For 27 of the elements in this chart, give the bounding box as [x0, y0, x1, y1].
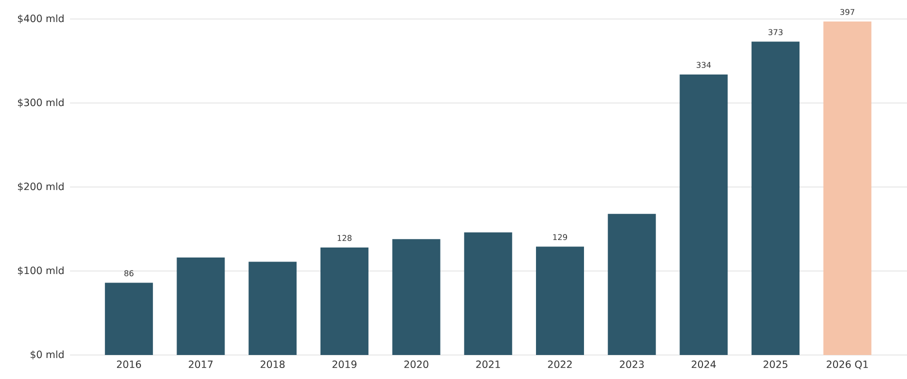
x-tick-label: 2017: [188, 360, 213, 368]
bar: [608, 214, 656, 355]
y-tick-label: $300 mld: [18, 98, 64, 108]
bar: [752, 42, 800, 355]
bar: [320, 247, 368, 355]
y-tick-label: $400 mld: [18, 14, 64, 24]
bar: [104, 282, 153, 355]
x-tick-label: 2016: [116, 360, 141, 368]
x-tick-label: 2023: [620, 360, 644, 368]
y-tick-label: $200 mld: [18, 182, 64, 192]
bar: [823, 22, 872, 355]
bar: [176, 258, 225, 355]
x-tick-label: 2022: [548, 360, 572, 368]
y-tick-label: $0 mld: [30, 350, 64, 360]
x-tick-label: 2025: [764, 360, 788, 368]
x-tick-label: 2018: [260, 360, 285, 368]
bar: [392, 239, 440, 355]
x-tick-label: 2020: [404, 360, 428, 368]
bar: [536, 246, 584, 355]
y-tick-label: $100 mld: [18, 266, 64, 276]
bar: [464, 232, 512, 355]
x-tick-label: 2021: [476, 360, 500, 368]
bar: [680, 74, 728, 355]
x-tick-label: 2024: [692, 360, 716, 368]
bar: [248, 262, 297, 355]
x-tick-label: 2019: [332, 360, 356, 368]
x-tick-label: 2026 Q1: [826, 360, 868, 370]
